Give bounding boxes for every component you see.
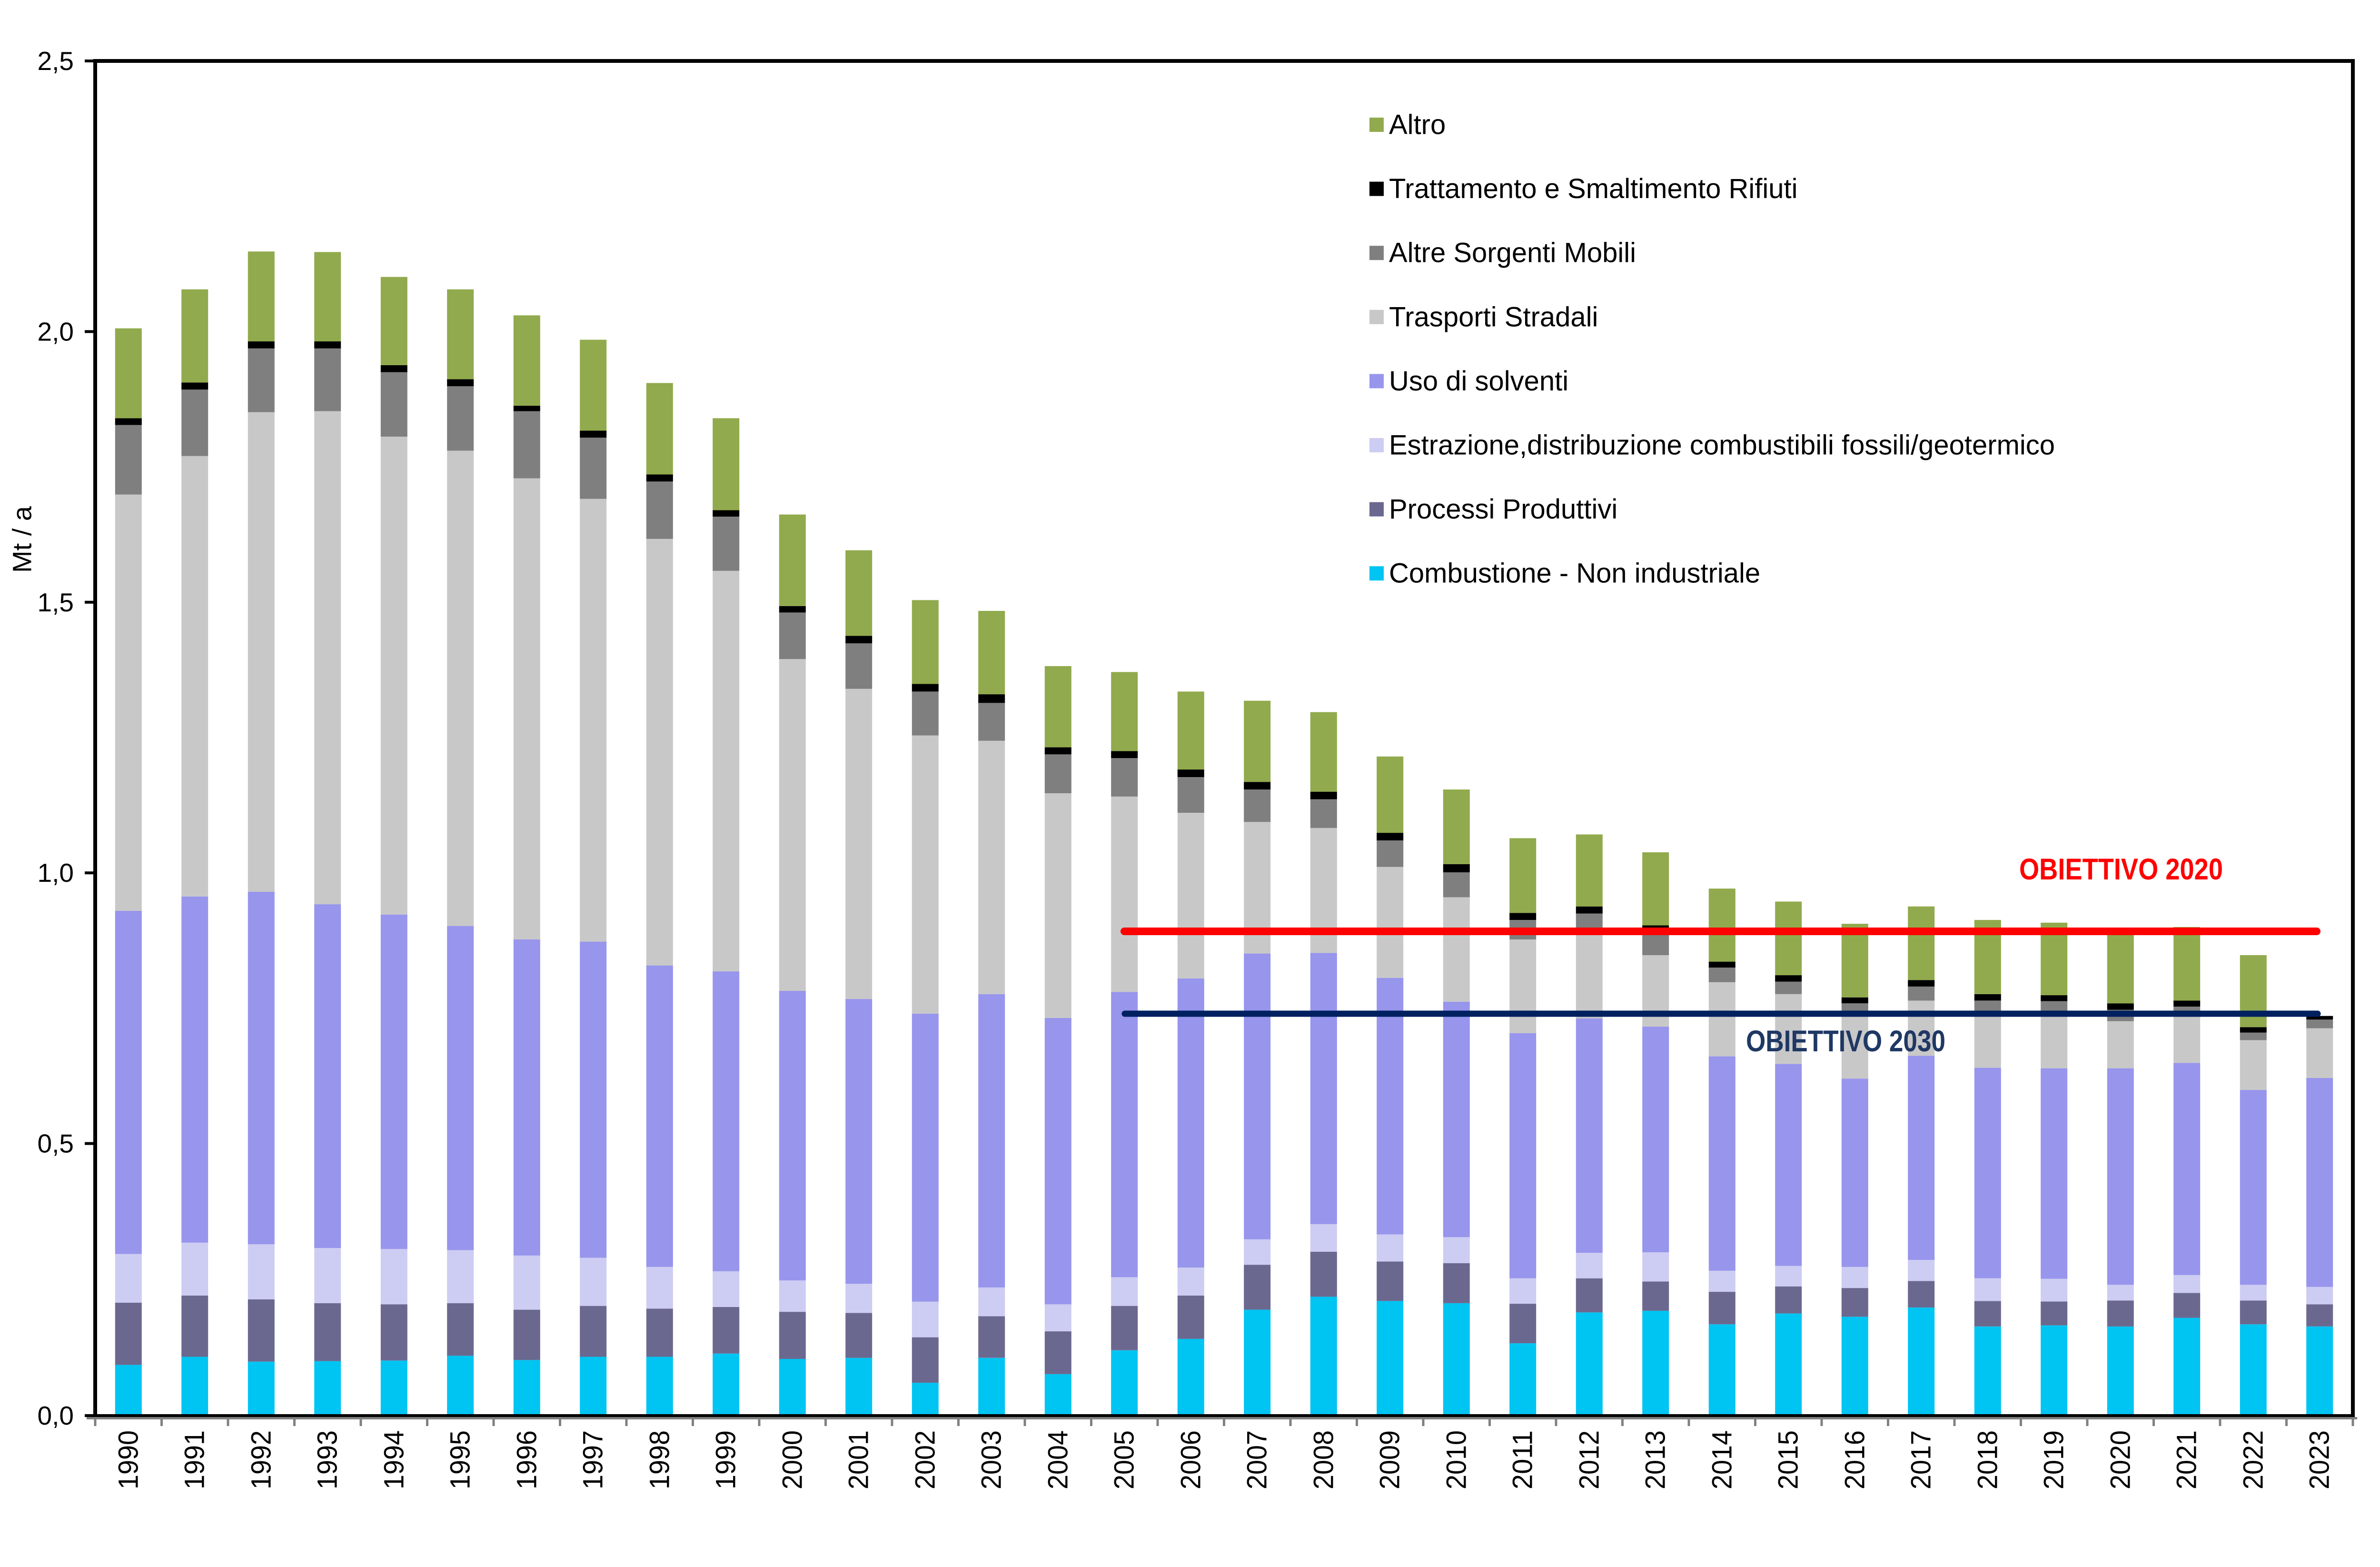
svg-text:2016: 2016 <box>1839 1430 1870 1489</box>
svg-text:Processi Produttivi: Processi Produttivi <box>1389 494 1617 525</box>
svg-text:1996: 1996 <box>511 1430 542 1489</box>
svg-text:1991: 1991 <box>179 1430 210 1489</box>
svg-text:2001: 2001 <box>843 1430 874 1489</box>
svg-text:Estrazione,distribuzione combu: Estrazione,distribuzione combustibili fo… <box>1389 430 2055 461</box>
svg-text:2003: 2003 <box>976 1430 1007 1489</box>
svg-text:OBIETTIVO 2030: OBIETTIVO 2030 <box>1746 1025 1945 1058</box>
svg-text:1992: 1992 <box>246 1430 277 1489</box>
svg-text:Mt / a: Mt / a <box>7 506 37 573</box>
svg-text:Trattamento e Smaltimento Rifi: Trattamento e Smaltimento Rifiuti <box>1389 173 1798 204</box>
svg-text:2010: 2010 <box>1441 1430 1472 1489</box>
svg-text:Uso di solventi: Uso di solventi <box>1389 366 1568 397</box>
svg-text:2002: 2002 <box>910 1430 941 1489</box>
svg-text:2008: 2008 <box>1308 1430 1339 1489</box>
svg-text:2021: 2021 <box>2172 1430 2202 1489</box>
svg-text:Combustione - Non industriale: Combustione - Non industriale <box>1389 558 1760 589</box>
svg-text:2011: 2011 <box>1507 1430 1538 1489</box>
svg-text:2,5: 2,5 <box>38 46 74 76</box>
svg-text:2019: 2019 <box>2039 1430 2070 1489</box>
svg-text:2017: 2017 <box>1906 1430 1937 1489</box>
svg-text:1,5: 1,5 <box>38 588 74 617</box>
svg-text:1,0: 1,0 <box>38 858 74 888</box>
svg-text:2022: 2022 <box>2238 1430 2269 1489</box>
svg-text:2020: 2020 <box>2105 1430 2136 1489</box>
svg-text:Altre Sorgenti Mobili: Altre Sorgenti Mobili <box>1389 238 1636 269</box>
svg-text:2009: 2009 <box>1375 1430 1406 1489</box>
svg-text:2007: 2007 <box>1242 1430 1273 1489</box>
svg-text:0,0: 0,0 <box>38 1401 74 1430</box>
svg-text:1999: 1999 <box>711 1430 742 1489</box>
svg-text:1998: 1998 <box>644 1430 675 1489</box>
svg-text:1997: 1997 <box>578 1430 609 1489</box>
svg-text:Altro: Altro <box>1389 110 1446 140</box>
svg-text:2006: 2006 <box>1175 1430 1206 1489</box>
svg-text:2018: 2018 <box>1972 1430 2003 1489</box>
svg-text:2013: 2013 <box>1640 1430 1671 1489</box>
svg-text:2005: 2005 <box>1109 1430 1140 1489</box>
svg-text:2012: 2012 <box>1574 1430 1605 1489</box>
svg-text:2015: 2015 <box>1773 1430 1804 1489</box>
svg-text:2004: 2004 <box>1042 1430 1073 1489</box>
svg-text:0,5: 0,5 <box>38 1129 74 1158</box>
svg-text:1995: 1995 <box>445 1430 476 1489</box>
svg-text:1990: 1990 <box>113 1430 144 1489</box>
svg-text:2023: 2023 <box>2304 1430 2335 1489</box>
svg-text:2,0: 2,0 <box>38 317 74 346</box>
svg-text:1994: 1994 <box>378 1430 409 1489</box>
svg-text:OBIETTIVO 2020: OBIETTIVO 2020 <box>2019 853 2223 886</box>
svg-text:Trasporti Stradali: Trasporti Stradali <box>1389 301 1598 332</box>
svg-text:1993: 1993 <box>312 1430 343 1489</box>
svg-text:2014: 2014 <box>1706 1430 1737 1489</box>
svg-text:2000: 2000 <box>777 1430 808 1489</box>
